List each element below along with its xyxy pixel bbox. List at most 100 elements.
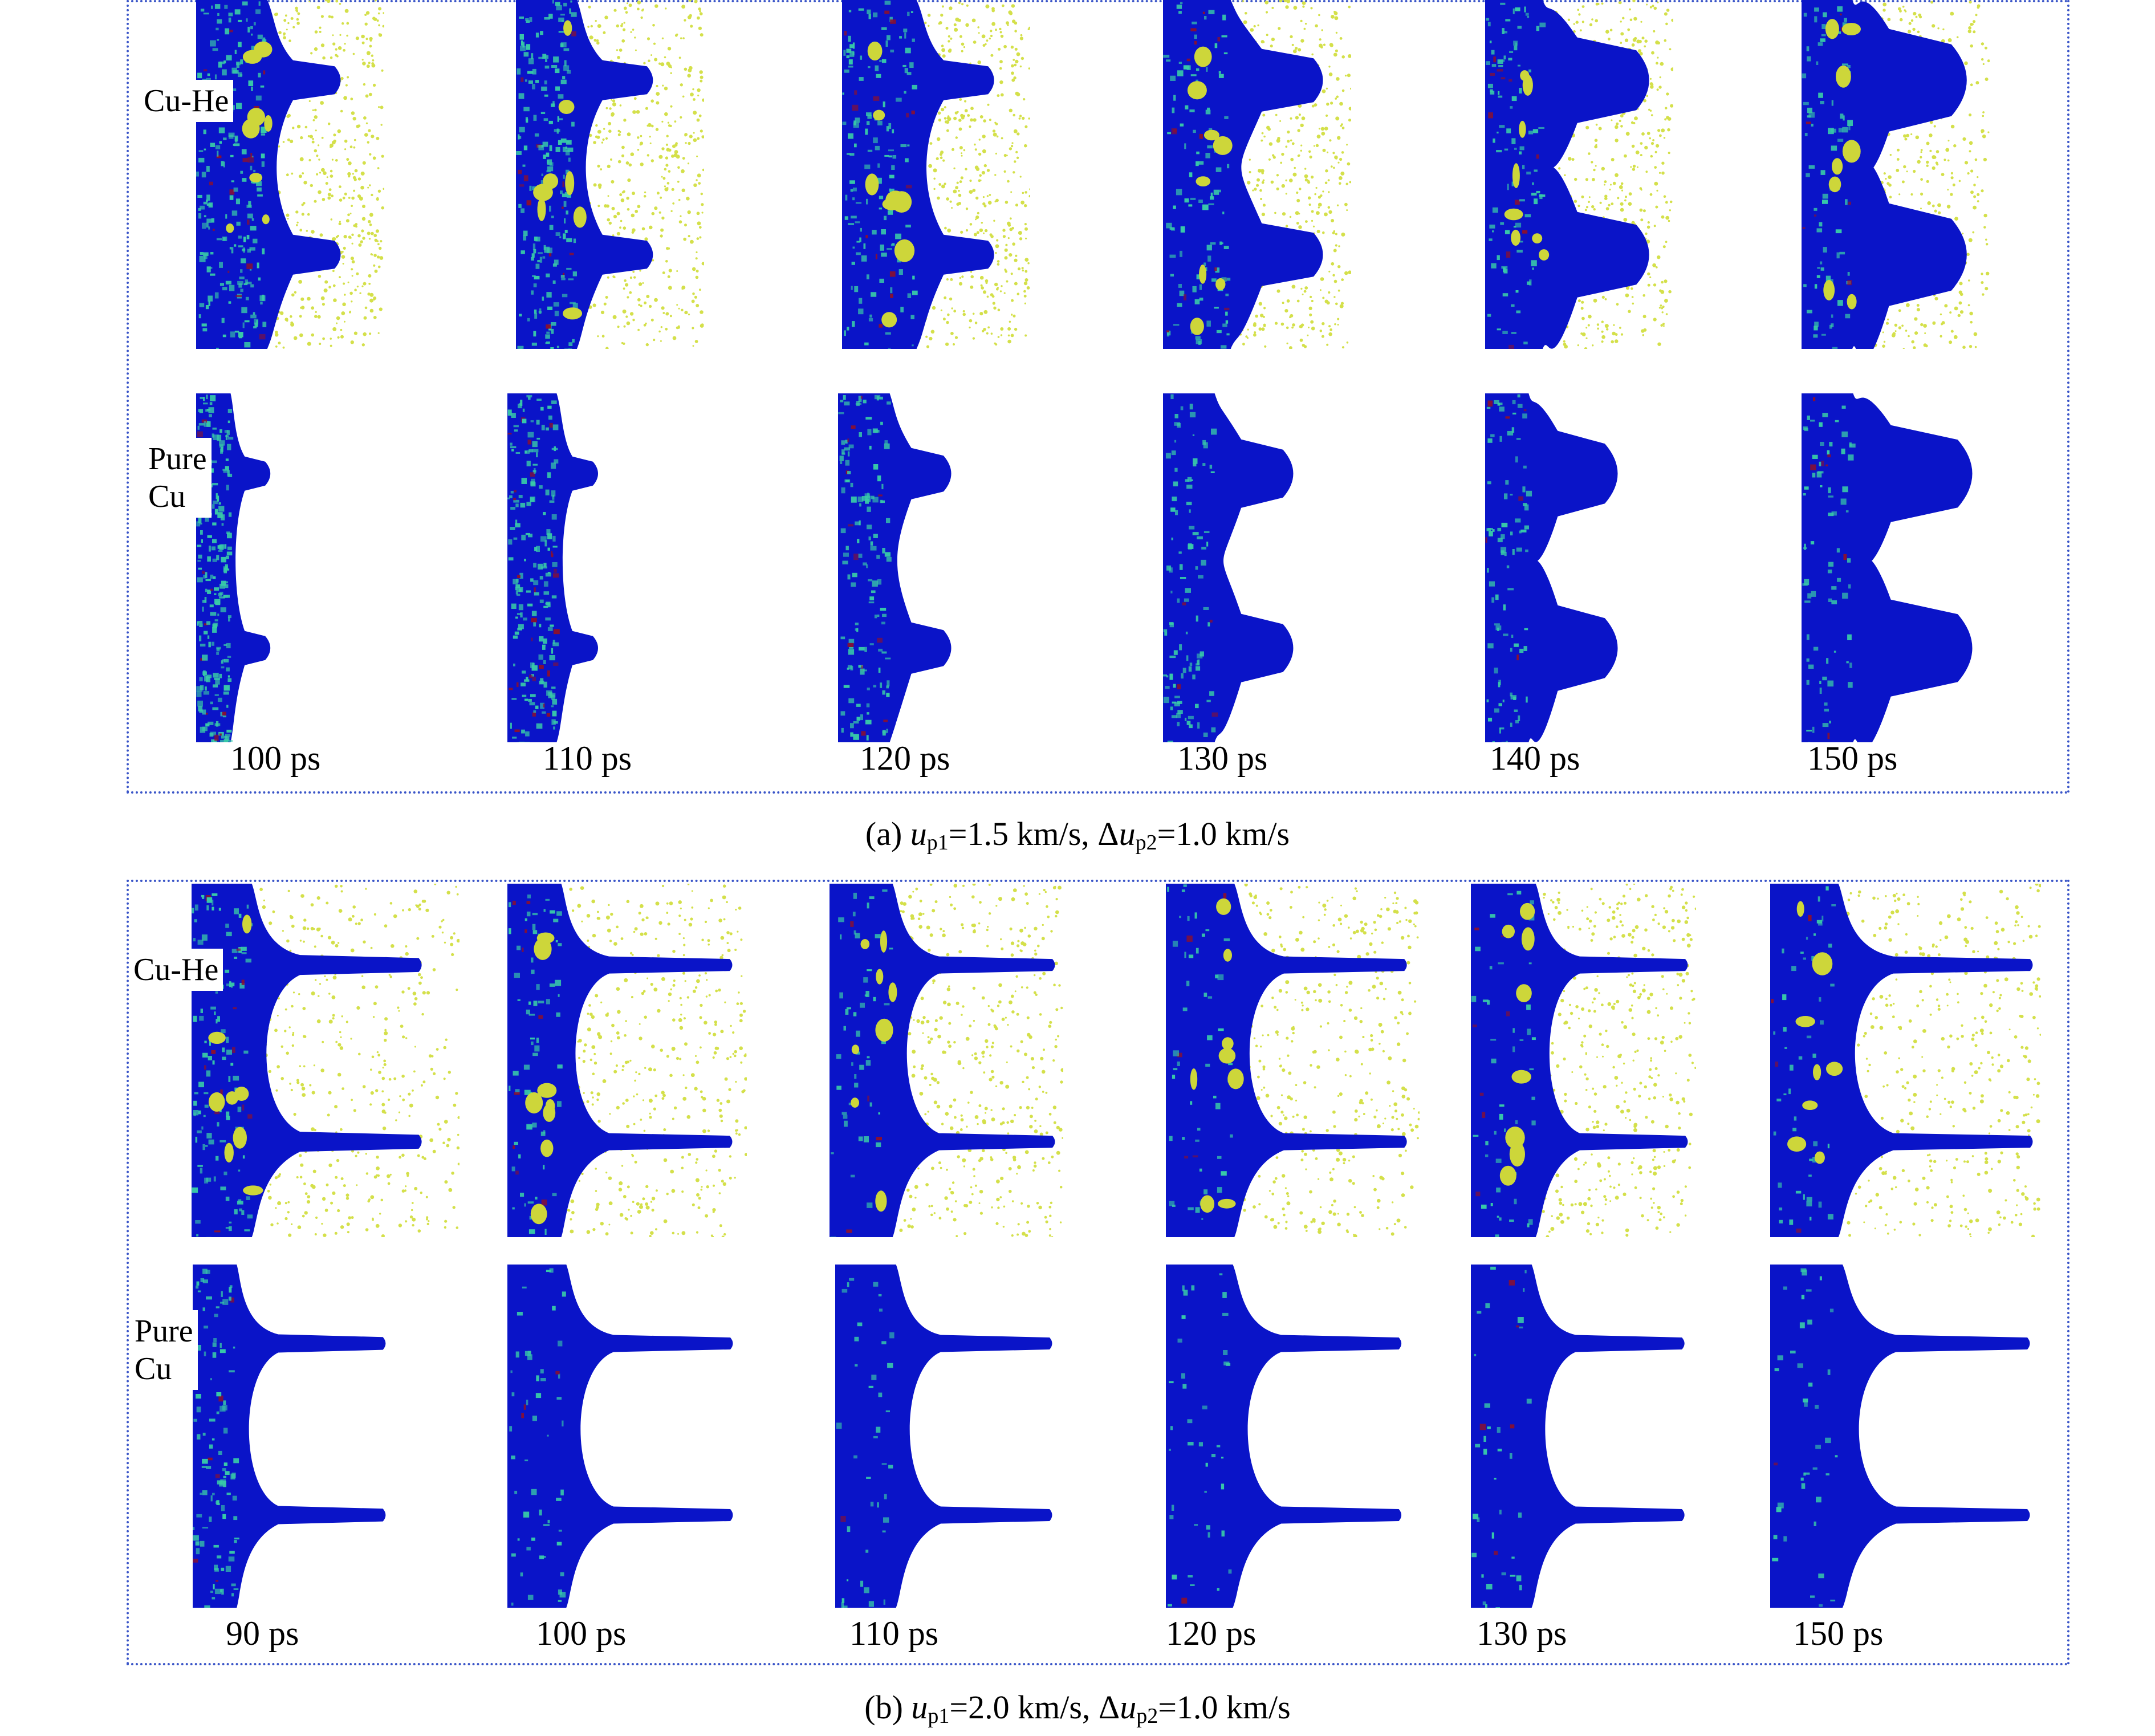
- helium-atom: [1341, 151, 1344, 154]
- helium-atom: [624, 7, 627, 10]
- disordered-atom-cluster: [1514, 46, 1517, 50]
- helium-atom: [963, 46, 965, 48]
- disordered-atom-cluster: [1539, 194, 1546, 197]
- helium-atom: [627, 322, 631, 326]
- disordered-atom-cluster: [548, 416, 552, 420]
- disordered-atom-cluster: [547, 713, 550, 717]
- disordered-atom-cluster: [263, 71, 265, 75]
- disordered-atom-cluster: [1172, 497, 1177, 501]
- helium-atom: [300, 1176, 303, 1179]
- helium-atom: [1331, 165, 1333, 168]
- disordered-atom-cluster: [909, 62, 914, 68]
- helium-atom: [1337, 136, 1340, 140]
- helium-atom: [938, 112, 941, 115]
- disordered-atom-cluster: [1490, 40, 1492, 43]
- helium-atom: [1903, 165, 1906, 168]
- helium-atom: [377, 1054, 380, 1056]
- helium-atom: [665, 156, 668, 159]
- helium-atom: [1609, 189, 1611, 190]
- disordered-atom-cluster: [531, 618, 536, 623]
- disordered-atom-cluster: [563, 181, 565, 187]
- disordered-atom-cluster: [1488, 718, 1492, 722]
- helium-atom: [296, 224, 298, 226]
- disordered-atom-cluster: [1507, 431, 1514, 436]
- helium-atom: [973, 313, 975, 315]
- helium-atom: [1568, 19, 1570, 21]
- helium-atom: [338, 942, 339, 944]
- helium-atom: [322, 137, 324, 139]
- helium-atom: [1266, 34, 1268, 36]
- disordered-atom-cluster: [511, 413, 516, 418]
- disordered-atom-cluster: [230, 155, 234, 157]
- helium-atom: [1300, 339, 1303, 342]
- helium-atom: [448, 1188, 452, 1192]
- disordered-atom-cluster: [1842, 127, 1848, 133]
- disordered-atom-cluster: [1510, 494, 1513, 495]
- helium-atom: [637, 1, 641, 5]
- disordered-atom-cluster: [247, 1214, 253, 1218]
- helium-atom: [948, 40, 950, 42]
- helium-atom: [1022, 270, 1024, 272]
- disordered-atom-cluster: [518, 170, 522, 174]
- helium-atom: [996, 239, 998, 241]
- helium-atom: [368, 1198, 371, 1201]
- helium-atom: [277, 1015, 279, 1017]
- helium-atom: [442, 919, 445, 921]
- helium-atom: [291, 925, 295, 928]
- disordered-atom-cluster: [910, 315, 914, 319]
- helium-atom: [287, 1201, 290, 1204]
- helium-atom: [1317, 230, 1320, 233]
- helium-atom: [305, 126, 308, 129]
- disordered-atom-cluster: [1222, 324, 1227, 327]
- disordered-atom-cluster: [869, 596, 874, 600]
- helium-atom: [1311, 176, 1314, 178]
- disordered-atom-cluster: [513, 636, 518, 639]
- helium-atom: [1332, 274, 1335, 277]
- disordered-atom-cluster: [1189, 526, 1194, 530]
- helium-atom: [1345, 75, 1347, 76]
- disordered-atom-cluster: [526, 44, 530, 50]
- helium-atom: [940, 151, 944, 154]
- disordered-atom-cluster: [1826, 658, 1828, 664]
- helium-atom: [1346, 209, 1348, 211]
- disordered-atom-cluster: [1206, 542, 1208, 547]
- helium-atom: [1656, 266, 1658, 269]
- disordered-atom-cluster: [866, 564, 868, 568]
- disordered-atom-cluster: [521, 682, 526, 686]
- helium-atom: [676, 327, 679, 330]
- helium-atom: [324, 280, 328, 284]
- disordered-atom-cluster: [847, 438, 849, 442]
- helium-atom: [610, 158, 612, 161]
- helium-bubble: [226, 223, 234, 233]
- helium-atom: [376, 1156, 379, 1158]
- helium-atom: [340, 329, 343, 331]
- helium-atom: [278, 145, 280, 148]
- helium-atom: [375, 985, 379, 989]
- helium-atom: [675, 142, 678, 145]
- disordered-atom-cluster: [1197, 722, 1200, 729]
- helium-atom: [262, 905, 266, 909]
- disordered-atom-cluster: [196, 1234, 198, 1237]
- disordered-atom-cluster: [551, 329, 554, 334]
- helium-atom: [1640, 187, 1642, 190]
- helium-atom: [972, 189, 975, 192]
- disordered-atom-cluster: [1489, 582, 1495, 587]
- helium-atom: [612, 99, 615, 102]
- disordered-atom-cluster: [872, 497, 878, 503]
- disordered-atom-cluster: [1823, 723, 1829, 727]
- disordered-atom-cluster: [564, 60, 567, 67]
- helium-atom: [1337, 265, 1340, 268]
- disordered-atom-cluster: [206, 1071, 211, 1077]
- helium-atom: [314, 1064, 315, 1066]
- disordered-atom-cluster: [511, 698, 517, 700]
- helium-atom: [373, 156, 376, 160]
- disordered-atom-cluster: [563, 233, 566, 239]
- helium-atom: [1882, 331, 1884, 333]
- disordered-atom-cluster: [1807, 593, 1811, 599]
- helium-atom: [949, 6, 952, 10]
- helium-atom: [1615, 333, 1618, 336]
- helium-atom: [355, 1155, 357, 1157]
- helium-atom: [1335, 233, 1337, 235]
- disordered-atom-cluster: [1508, 345, 1514, 349]
- helium-atom: [961, 116, 965, 120]
